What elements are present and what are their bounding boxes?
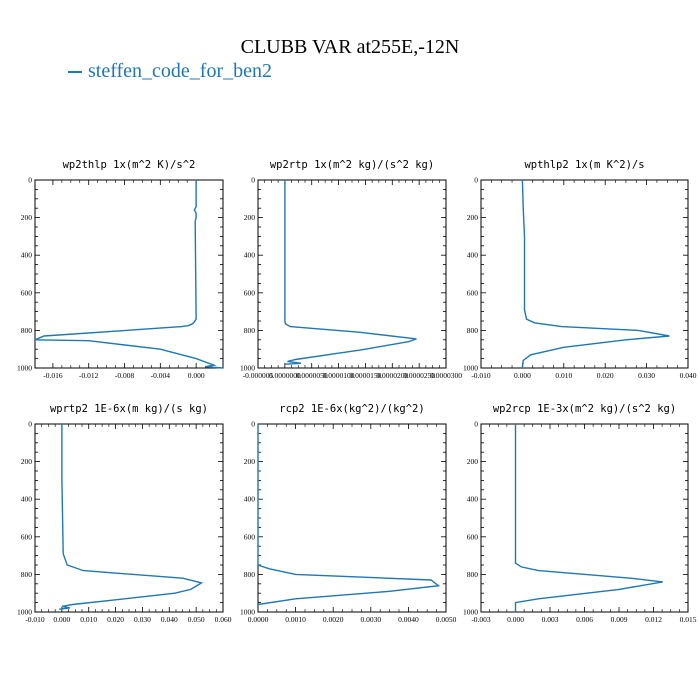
x-tick-label: 0.0000100 bbox=[323, 371, 355, 380]
y-tick-label: 200 bbox=[244, 457, 256, 466]
x-tick-label: -0.016 bbox=[43, 371, 63, 380]
y-tick-label: 1000 bbox=[17, 608, 32, 617]
y-tick-label: 600 bbox=[467, 288, 479, 297]
series-line-1-0 bbox=[284, 180, 417, 365]
legend-label: steffen_code_for_ben2 bbox=[88, 60, 273, 82]
x-tick-label: 0.0040 bbox=[398, 615, 419, 624]
y-tick-label: 600 bbox=[21, 532, 33, 541]
plot-frame-5 bbox=[480, 423, 689, 613]
x-tick-label: 0.0000300 bbox=[430, 371, 462, 380]
page-title: CLUBB VAR at255E,-12N bbox=[240, 36, 460, 58]
plot-frame-2 bbox=[480, 179, 689, 369]
x-tick-label: 0.060 bbox=[215, 615, 232, 624]
series-line-0-0 bbox=[34, 180, 224, 369]
y-tick-label: 400 bbox=[467, 495, 479, 504]
y-tick-label: 200 bbox=[467, 213, 479, 222]
y-tick-label: 1000 bbox=[240, 364, 255, 373]
y-tick-label: 800 bbox=[467, 326, 479, 335]
x-tick-label: -0.008 bbox=[115, 371, 135, 380]
x-tick-label: -0.000005 bbox=[243, 371, 274, 380]
x-tick-label: 0.0000000 bbox=[269, 371, 301, 380]
y-tick-label: 200 bbox=[21, 213, 33, 222]
y-tick-label: 400 bbox=[244, 251, 256, 260]
x-tick-label: 0.015 bbox=[680, 615, 697, 624]
plot-title-3: wprtp2 1E-6x(m kg)/(s kg) bbox=[50, 403, 208, 415]
series-line-2-0 bbox=[521, 179, 670, 369]
x-tick-label: -0.004 bbox=[151, 371, 171, 380]
x-tick-label: 0.0000050 bbox=[296, 371, 328, 380]
x-tick-label: -0.010 bbox=[25, 615, 45, 624]
y-tick-label: 600 bbox=[244, 532, 256, 541]
x-tick-label: 0.0030 bbox=[360, 615, 381, 624]
x-tick-label: 0.030 bbox=[638, 371, 655, 380]
x-tick-label: 0.006 bbox=[576, 615, 593, 624]
x-tick-label: 0.0000 bbox=[248, 615, 269, 624]
y-tick-label: 0 bbox=[474, 176, 478, 185]
x-tick-label: 0.000 bbox=[53, 615, 70, 624]
x-tick-label: 0.020 bbox=[107, 615, 124, 624]
y-tick-label: 800 bbox=[244, 326, 256, 335]
x-tick-label: 0.009 bbox=[611, 615, 628, 624]
series-line-4-0 bbox=[257, 424, 441, 606]
x-tick-label: 0.0000200 bbox=[376, 371, 408, 380]
x-tick-label: 0.010 bbox=[80, 615, 97, 624]
y-tick-label: 600 bbox=[467, 532, 479, 541]
plot-title-2: wpthlp2 1x(m K^2)/s bbox=[524, 159, 644, 171]
y-tick-label: 400 bbox=[244, 495, 256, 504]
x-tick-label: -0.012 bbox=[79, 371, 99, 380]
y-tick-label: 1000 bbox=[240, 608, 255, 617]
y-tick-label: 0 bbox=[28, 420, 32, 429]
x-tick-label: 0.010 bbox=[555, 371, 572, 380]
x-tick-label: 0.000 bbox=[507, 615, 524, 624]
x-tick-label: 0.040 bbox=[680, 371, 697, 380]
x-tick-label: 0.0050 bbox=[436, 615, 457, 624]
y-tick-label: 1000 bbox=[17, 364, 32, 373]
x-tick-label: 0.012 bbox=[645, 615, 662, 624]
plot-title-5: wp2rcp 1E-3x(m^2 kg)/(s^2 kg) bbox=[493, 403, 676, 415]
plot-frame-4 bbox=[257, 423, 447, 613]
y-tick-label: 800 bbox=[21, 326, 33, 335]
x-tick-label: 0.020 bbox=[597, 371, 614, 380]
y-tick-label: 800 bbox=[244, 570, 256, 579]
plot-title-4: rcp2 1E-6x(kg^2)/(kg^2) bbox=[279, 403, 424, 415]
series-line-5-0 bbox=[514, 424, 663, 612]
x-tick-label: 0.0000150 bbox=[349, 371, 381, 380]
y-tick-label: 800 bbox=[467, 570, 479, 579]
y-tick-label: 400 bbox=[21, 495, 33, 504]
y-tick-label: 200 bbox=[467, 457, 479, 466]
y-tick-label: 0 bbox=[28, 176, 32, 185]
x-tick-label: 0.000 bbox=[188, 371, 205, 380]
y-tick-label: 1000 bbox=[463, 608, 478, 617]
y-tick-label: 200 bbox=[21, 457, 33, 466]
y-tick-label: 400 bbox=[21, 251, 33, 260]
x-tick-label: -0.003 bbox=[471, 615, 491, 624]
y-tick-label: 600 bbox=[21, 288, 33, 297]
y-tick-label: 800 bbox=[21, 570, 33, 579]
legend-line-icon bbox=[68, 71, 82, 74]
x-tick-label: 0.0020 bbox=[323, 615, 344, 624]
x-tick-label: 0.040 bbox=[161, 615, 178, 624]
x-tick-label: 0.0000250 bbox=[403, 371, 435, 380]
x-tick-label: 0.050 bbox=[188, 615, 205, 624]
x-tick-label: -0.010 bbox=[471, 371, 491, 380]
y-tick-label: 400 bbox=[467, 251, 479, 260]
x-tick-label: 0.0010 bbox=[285, 615, 306, 624]
plot-frame-1 bbox=[257, 179, 447, 369]
x-tick-label: 0.030 bbox=[134, 615, 151, 624]
plot-title-1: wp2rtp 1x(m^2 kg)/(s^2 kg) bbox=[270, 159, 434, 171]
y-tick-label: 1000 bbox=[463, 364, 478, 373]
x-tick-label: 0.003 bbox=[542, 615, 559, 624]
x-tick-label: 0.000 bbox=[514, 371, 531, 380]
legend: steffen_code_for_ben2 bbox=[68, 60, 272, 83]
plot-title-0: wp2thlp 1x(m^2 K)/s^2 bbox=[63, 159, 196, 171]
y-tick-label: 0 bbox=[474, 420, 478, 429]
y-tick-label: 0 bbox=[251, 420, 255, 429]
y-tick-label: 600 bbox=[244, 288, 256, 297]
y-tick-label: 200 bbox=[244, 213, 256, 222]
series-line-3-0 bbox=[59, 424, 204, 610]
y-tick-label: 0 bbox=[251, 176, 255, 185]
